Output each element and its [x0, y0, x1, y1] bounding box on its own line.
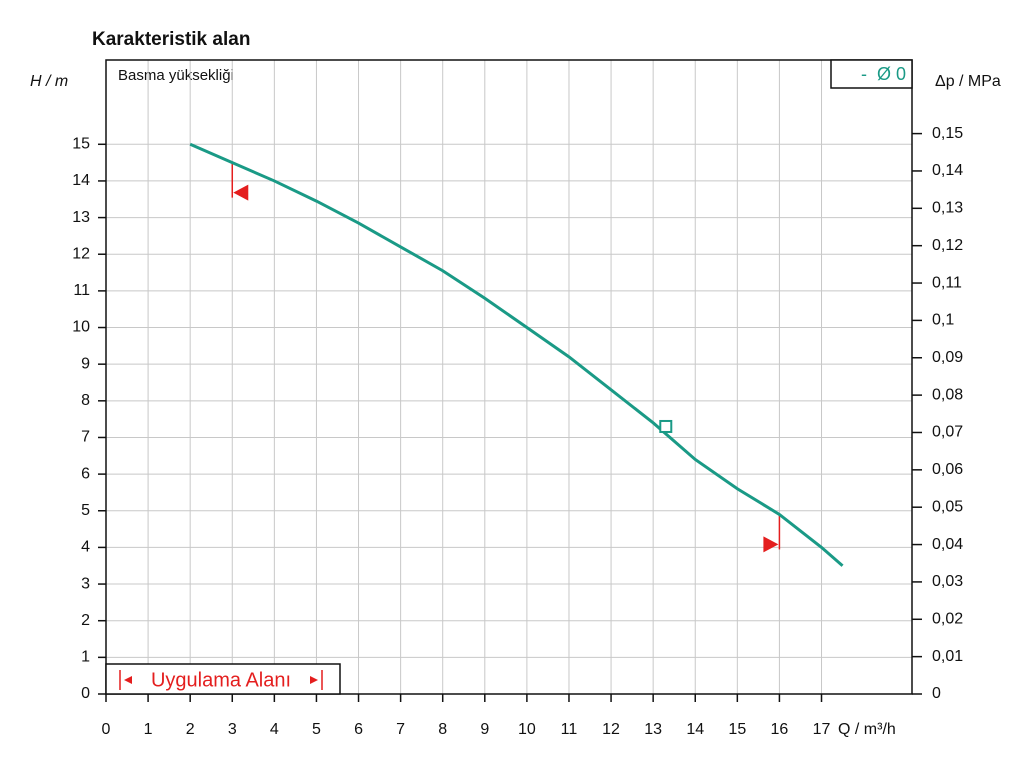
limit-marker: [233, 184, 249, 201]
x-tick-label: 8: [438, 721, 447, 738]
y-tick-label: 9: [81, 355, 90, 372]
x-tick-label: 17: [813, 721, 831, 738]
plot-frame: [105, 59, 913, 695]
y-tick-label: 12: [72, 245, 90, 262]
x-tick-label: 2: [186, 721, 195, 738]
x-tick-label: 9: [480, 721, 489, 738]
x-tick-label: 5: [312, 721, 321, 738]
y2-tick-label: 0,04: [932, 536, 963, 553]
y2-tick-label: 0,01: [932, 648, 963, 665]
y-tick-label: 11: [73, 282, 90, 299]
y2-axis-label: Δp / MPa: [935, 73, 1001, 90]
y-tick-label: 3: [81, 575, 90, 592]
curve: [189, 142, 844, 567]
x-tick-label: 7: [396, 721, 405, 738]
duty-point: [659, 419, 673, 433]
legend-label: - Ø 0: [861, 64, 906, 84]
y2-tick-label: 0,14: [932, 162, 963, 179]
y2-tick-label: 0,06: [932, 461, 963, 478]
y-tick-label: 8: [81, 392, 90, 409]
x-tick-label: 15: [728, 721, 746, 738]
y2-tick-label: 0,15: [932, 125, 963, 142]
y-tick-label: 0: [81, 685, 90, 702]
x-tick-label: 14: [686, 721, 704, 738]
y-tick-label: 15: [72, 136, 90, 153]
y2-tick-label: 0,05: [932, 498, 963, 515]
x-tick-label: 13: [644, 721, 662, 738]
y-axis-label: H / m: [30, 73, 68, 90]
x-tick-label: 6: [354, 721, 363, 738]
x-tick-label: 16: [771, 721, 789, 738]
limit-marker: [763, 536, 779, 553]
y-tick-label: 13: [72, 209, 90, 226]
y-tick-label: 2: [81, 612, 90, 629]
x-tick-label: 3: [228, 721, 237, 738]
y2-tick-label: 0,12: [932, 237, 963, 254]
y2-tick-label: 0,11: [932, 274, 962, 291]
y2-tick-label: 0,02: [932, 610, 963, 627]
y-tick-label: 4: [81, 539, 90, 556]
y2-tick-label: 0,1: [932, 312, 954, 329]
x-tick-label: 0: [102, 721, 111, 738]
y-tick-label: 6: [81, 465, 90, 482]
x-tick-label: 1: [144, 721, 153, 738]
y2-tick-label: 0,09: [932, 349, 963, 366]
application-label: Uygulama Alanı: [151, 669, 291, 691]
y2-tick-label: 0: [932, 685, 941, 702]
y2-tick-label: 0,08: [932, 386, 963, 403]
y2-tick-label: 0,13: [932, 200, 963, 217]
range-arrow: [124, 676, 132, 684]
y-tick-label: 5: [81, 502, 90, 519]
x-tick-label: 12: [602, 721, 620, 738]
y-tick-label: 1: [81, 649, 90, 666]
x-tick-label: 10: [518, 721, 536, 738]
y-tick-label: 10: [72, 319, 90, 336]
y-tick-label: 7: [81, 429, 90, 446]
y2-tick-label: 0,07: [932, 424, 963, 441]
legend-box: [830, 59, 913, 89]
x-tick-label: 11: [561, 721, 578, 738]
x-tick-label: 4: [270, 721, 279, 738]
chart-title: Karakteristik alan: [92, 29, 250, 50]
y-tick-label: 14: [72, 172, 90, 189]
subtitle: Basma yüksekliği: [118, 67, 234, 84]
application-box: [105, 663, 341, 695]
y2-tick-label: 0,03: [932, 573, 963, 590]
range-arrow: [310, 676, 318, 684]
x-axis-label: Q / m³/h: [838, 721, 896, 738]
